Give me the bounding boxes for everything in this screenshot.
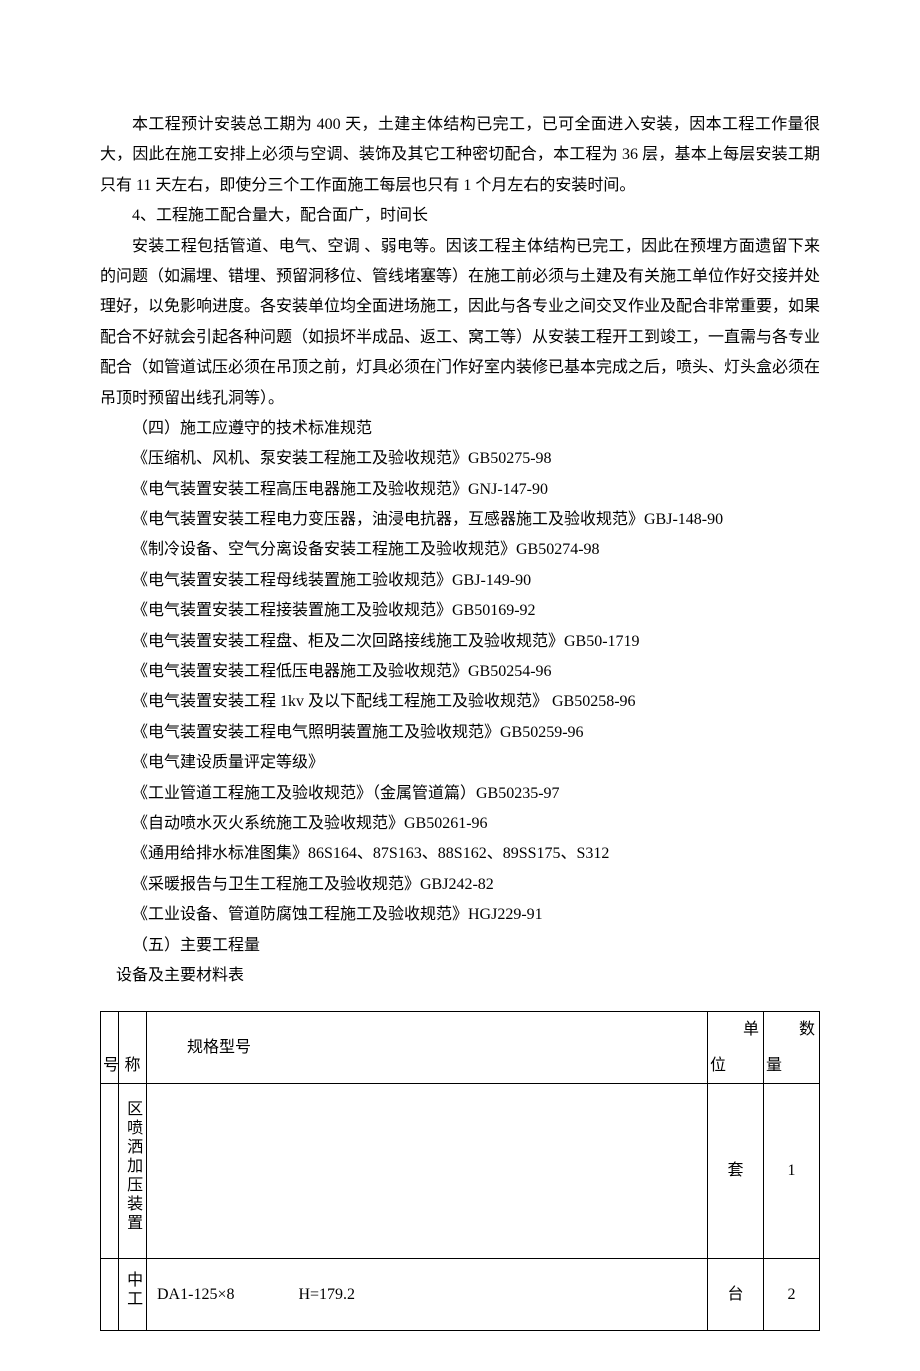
paragraph-section-5-title: （五）主要工程量 xyxy=(100,931,820,961)
paragraph-installation-details: 安装工程包括管道、电气、空调 、弱电等。因该工程主体结构已完工，因此在预埋方面遗… xyxy=(100,232,820,414)
cell-seq xyxy=(101,1083,119,1258)
header-unit-bottom: 位 xyxy=(708,1048,764,1084)
header-seq: 号 xyxy=(101,1012,119,1083)
cell-unit: 台 xyxy=(708,1258,764,1330)
header-qty-top: 数 xyxy=(764,1012,820,1048)
cell-unit: 套 xyxy=(708,1083,764,1258)
standards-list: 《压缩机、风机、泵安装工程施工及验收规范》GB50275-98 《电气装置安装工… xyxy=(100,444,820,930)
standard-item: 《电气装置安装工程母线装置施工验收规范》GBJ-149-90 xyxy=(100,566,820,596)
cell-spec: DA1-125×8 H=179.2 xyxy=(147,1258,708,1330)
standard-item: 《电气装置安装工程 1kv 及以下配线工程施工及验收规范》 GB50258-96 xyxy=(100,687,820,717)
standard-item: 《电气装置安装工程高压电器施工及验收规范》GNJ-147-90 xyxy=(100,475,820,505)
table-row: 区喷洒加压装置 套 1 xyxy=(101,1083,820,1258)
cell-qty: 2 xyxy=(764,1258,820,1330)
standard-item: 《制冷设备、空气分离设备安装工程施工及验收规范》GB50274-98 xyxy=(100,535,820,565)
standard-item: 《工业管道工程施工及验收规范》（金属管道篇）GB50235-97 xyxy=(100,779,820,809)
standard-item: 《自动喷水灭火系统施工及验收规范》GB50261-96 xyxy=(100,809,820,839)
header-spec: 规格型号 xyxy=(147,1012,708,1083)
standard-item: 《工业设备、管道防腐蚀工程施工及验收规范》HGJ229-91 xyxy=(100,900,820,930)
paragraph-section-4-standards-title: （四）施工应遵守的技术标准规范 xyxy=(100,414,820,444)
standard-item: 《电气装置安装工程电力变压器，油浸电抗器，互感器施工及验收规范》GBJ-148-… xyxy=(100,505,820,535)
cell-name: 中工 xyxy=(119,1258,147,1330)
header-qty-bottom: 量 xyxy=(764,1048,820,1084)
standard-item: 《通用给排水标准图集》86S164、87S163、88S162、89SS175、… xyxy=(100,839,820,869)
cell-spec xyxy=(147,1083,708,1258)
cell-name: 区喷洒加压装置 xyxy=(119,1083,147,1258)
standard-item: 《压缩机、风机、泵安装工程施工及验收规范》GB50275-98 xyxy=(100,444,820,474)
cell-qty: 1 xyxy=(764,1083,820,1258)
standard-item: 《电气建设质量评定等级》 xyxy=(100,748,820,778)
equipment-table: 号 称 规格型号 单 数 位 量 区喷洒加压装置 套 1 中工 DA1-125×… xyxy=(100,1011,820,1331)
header-name: 称 xyxy=(119,1012,147,1083)
cell-seq xyxy=(101,1258,119,1330)
standard-item: 《电气装置安装工程电气照明装置施工及验收规范》GB50259-96 xyxy=(100,718,820,748)
equipment-table-title: 设备及主要材料表 xyxy=(100,961,820,991)
table-row: 中工 DA1-125×8 H=179.2 台 2 xyxy=(101,1258,820,1330)
standard-item: 《采暖报告与卫生工程施工及验收规范》GBJ242-82 xyxy=(100,870,820,900)
header-unit-top: 单 xyxy=(708,1012,764,1048)
standard-item: 《电气装置安装工程盘、柜及二次回路接线施工及验收规范》GB50-1719 xyxy=(100,627,820,657)
paragraph-section-4-title: 4、工程施工配合量大，配合面广，时间长 xyxy=(100,201,820,231)
table-header-row: 号 称 规格型号 单 数 xyxy=(101,1012,820,1048)
standard-item: 《电气装置安装工程低压电器施工及验收规范》GB50254-96 xyxy=(100,657,820,687)
standard-item: 《电气装置安装工程接装置施工及验收规范》GB50169-92 xyxy=(100,596,820,626)
paragraph-project-timeline: 本工程预计安装总工期为 400 天，土建主体结构已完工，已可全面进入安装，因本工… xyxy=(100,110,820,201)
